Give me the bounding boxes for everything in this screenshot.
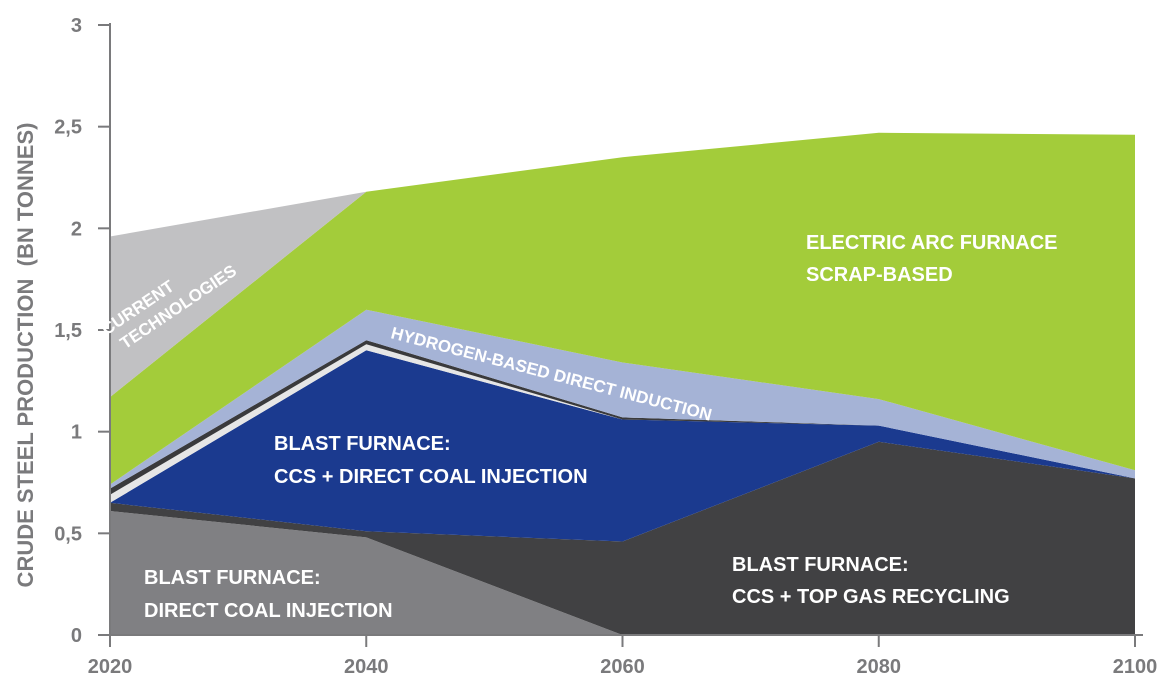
y-tick-label: 2,5 — [54, 117, 82, 139]
y-tick-label: 0,5 — [54, 523, 82, 545]
axes-group: 0 0,5 1 1,5 2 2,5 3 2020 2040 2060 2080 2100 CRUDE S… — [13, 15, 1157, 678]
bf-ccs-tgr-label: BLAST FURNACE: CCS + TOP GAS RECYCLING — [732, 554, 1010, 608]
area-series-group — [110, 132, 1135, 635]
x-tick-label: 2100 — [1113, 656, 1158, 678]
y-tick-label: 1 — [71, 422, 82, 444]
x-tick-label: 2080 — [857, 656, 902, 678]
eaf-label-line: ELECTRIC ARC FURNACE — [806, 232, 1057, 254]
area-separator-dark — [110, 340, 1135, 495]
bf-ccs-tgr-label-line: CCS + TOP GAS RECYCLING — [732, 586, 1010, 608]
area-bf-dci — [110, 511, 1135, 635]
eaf-label: ELECTRIC ARC FURNACE SCRAP-BASED — [806, 232, 1057, 286]
y-tick-label: 3 — [71, 15, 82, 37]
x-tick-label: 2060 — [600, 656, 645, 678]
bf-ccs-dci-label: BLAST FURNACE: CCS + DIRECT COAL INJECTIO… — [274, 433, 588, 488]
x-tick-label: 2040 — [344, 656, 389, 678]
y-tick-label: 0 — [71, 625, 82, 647]
bf-dci-label-line: BLAST FURNACE: — [144, 567, 321, 589]
area-hydrogen — [110, 309, 1135, 489]
bf-ccs-dci-label-line: BLAST FURNACE: — [274, 433, 451, 455]
y-tick-label: 1,5 — [54, 320, 82, 342]
bf-dci-label: BLAST FURNACE: DIRECT COAL INJECTION — [144, 567, 393, 622]
eaf-label-line: SCRAP-BASED — [806, 264, 953, 286]
y-tick-label: 2 — [71, 218, 82, 240]
bf-ccs-tgr-label-line: BLAST FURNACE: — [732, 554, 909, 576]
bf-ccs-dci-label-line: CCS + DIRECT COAL INJECTION — [274, 466, 588, 488]
area-bf-ccs-dci — [110, 350, 1135, 542]
bf-dci-label-line: DIRECT COAL INJECTION — [144, 600, 393, 622]
area-bf-ccs-tgr — [110, 441, 1135, 635]
y-axis-title: CRUDE STEEL PRODUCTION (BN TONNES) — [13, 123, 38, 588]
area-eaf — [110, 132, 1135, 485]
x-tick-label: 2020 — [88, 656, 133, 678]
